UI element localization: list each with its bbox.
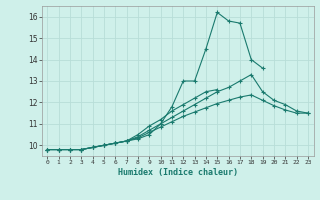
X-axis label: Humidex (Indice chaleur): Humidex (Indice chaleur) — [118, 168, 237, 177]
